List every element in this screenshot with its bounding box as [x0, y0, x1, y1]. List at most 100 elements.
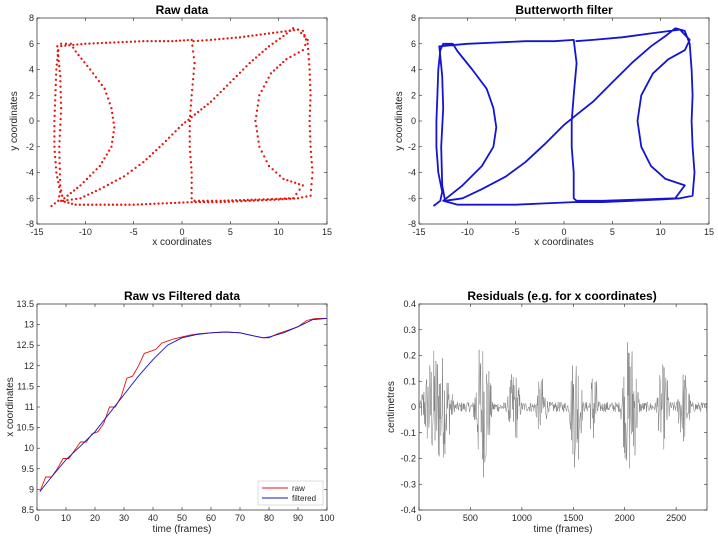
y-tick-label: 10 [24, 443, 34, 453]
p4-ticks: 0 500 1000 1500 2000 2500 -0.4 -0.3 -0.2 -0.1 0 0.1… [400, 299, 707, 523]
raw-data-point [161, 202, 164, 205]
raw-data-point [100, 41, 104, 45]
raw-data-point [111, 135, 115, 139]
raw-data-point [306, 47, 310, 51]
raw-data-point [77, 53, 80, 57]
raw-data-point [117, 41, 120, 44]
raw-data-point [242, 68, 245, 71]
raw-data-point [218, 38, 221, 41]
raw-data-point [296, 197, 300, 200]
raw-data-point [308, 114, 311, 117]
raw-data-point [86, 203, 90, 206]
p1-title: Raw data [156, 3, 209, 17]
raw-data-point [190, 186, 193, 190]
raw-data-point [260, 89, 263, 93]
raw-data-point [68, 44, 71, 47]
raw-data-point [308, 63, 311, 66]
raw-data-point [112, 131, 115, 134]
filtered-trajectory-line [432, 27, 696, 207]
raw-data-point [91, 72, 95, 75]
raw-data-point [289, 55, 292, 59]
raw-data-point [182, 39, 186, 42]
p3-legend: raw filtered [257, 480, 324, 506]
raw-data-point [58, 162, 61, 165]
raw-data-point [191, 44, 194, 47]
raw-data-point [264, 47, 267, 51]
raw-data-point [150, 40, 153, 43]
series-line-raw [39, 317, 327, 492]
raw-data-point [206, 103, 209, 106]
raw-data-point [188, 145, 191, 148]
raw-data-point [64, 42, 68, 45]
raw-data-point [148, 155, 151, 158]
raw-data-point [275, 66, 279, 69]
raw-data-point [301, 29, 304, 33]
x-tick-label: 60 [206, 513, 216, 523]
raw-data-point [105, 153, 108, 156]
raw-data-point [270, 197, 274, 201]
raw-data-point [53, 145, 56, 148]
raw-data-point [190, 197, 193, 200]
x-tick-label: -15 [30, 227, 43, 237]
raw-data-point [132, 203, 135, 206]
raw-data-point [167, 40, 170, 43]
x-tick-label: 20 [90, 513, 100, 523]
panel-butterworth-filter: Butterworth filter -15 -10 -5 0 5 10 15-8-6-4-… [394, 3, 714, 248]
raw-data-point [275, 171, 278, 174]
raw-data-point [103, 87, 106, 90]
p3-axes-box [36, 303, 328, 511]
legend-label-raw: raw [292, 484, 305, 493]
raw-data-point [213, 38, 217, 41]
y-tick-label: -8 [26, 219, 34, 229]
raw-data-point [250, 198, 253, 201]
raw-data-point [272, 69, 276, 72]
y-tick-label: -4 [408, 168, 416, 178]
raw-data-point [53, 130, 56, 133]
raw-data-point [103, 157, 106, 160]
raw-data-point [271, 42, 274, 45]
raw-data-point [203, 105, 206, 108]
x-tick-label: 0 [416, 513, 421, 523]
x-tick-label: 1000 [512, 513, 532, 523]
raw-data-point [222, 87, 226, 90]
raw-data-point [213, 97, 216, 100]
p4-plot-area [419, 342, 707, 478]
p3-ticks: 0 10 20 30 40 50 60 70 80 90 100 8.5 9 9.5 10 10.5 11 11.… [16, 299, 334, 523]
raw-data-point [83, 195, 86, 198]
raw-data-point [54, 161, 57, 164]
raw-data-point [58, 69, 61, 73]
y-tick-label: -6 [26, 193, 34, 203]
raw-data-point [282, 177, 285, 181]
y-tick-label: 0 [29, 116, 34, 126]
x-tick-label: -5 [512, 227, 520, 237]
raw-data-point [219, 199, 222, 202]
raw-data-point [165, 202, 168, 205]
raw-data-point [251, 59, 255, 62]
y-tick-label: -0.3 [400, 479, 416, 489]
x-tick-label: 1500 [563, 513, 583, 523]
raw-data-point [277, 198, 280, 201]
raw-data-point [292, 28, 296, 32]
raw-data-point [53, 140, 56, 143]
raw-data-point [188, 114, 192, 117]
y-tick-label: -8 [408, 219, 416, 229]
p2-ylabel: y coordinates [394, 91, 405, 150]
raw-data-point [255, 130, 259, 133]
raw-data-point [57, 199, 60, 202]
raw-data-point [259, 33, 262, 36]
raw-data-point [192, 40, 195, 43]
raw-data-point [90, 191, 94, 194]
raw-data-point [59, 112, 63, 115]
x-tick-label: 0 [561, 227, 566, 237]
raw-data-point [266, 198, 269, 201]
raw-data-point [189, 161, 193, 164]
raw-data-point [182, 201, 185, 204]
raw-data-point [265, 160, 268, 163]
raw-data-point [142, 40, 145, 43]
raw-data-point [301, 184, 304, 187]
raw-data-point [95, 203, 98, 206]
raw-data-point [106, 183, 110, 187]
raw-data-point [54, 94, 57, 97]
raw-data-point [59, 80, 62, 83]
